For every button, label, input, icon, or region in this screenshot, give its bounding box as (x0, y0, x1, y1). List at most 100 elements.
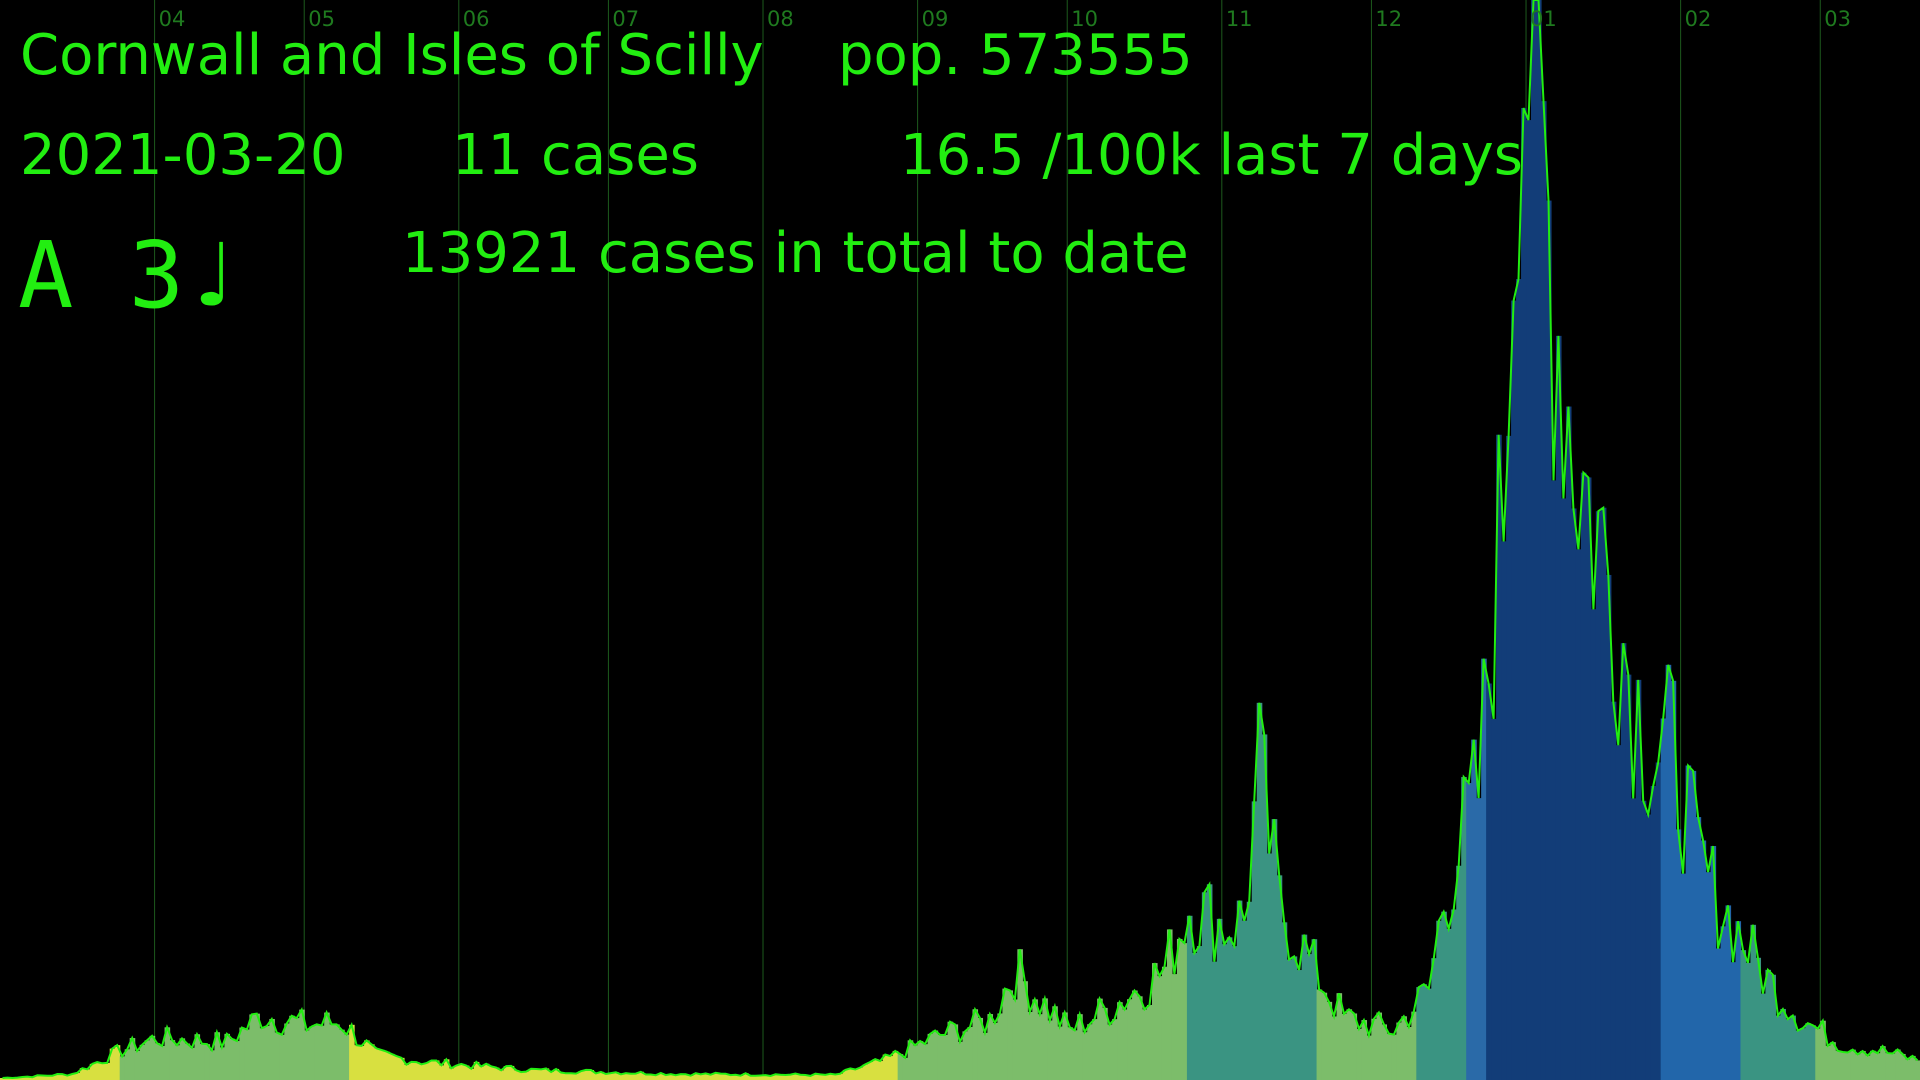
daily-bar (438, 1065, 445, 1080)
daily-bar (713, 1072, 719, 1080)
daily-bar (1381, 1024, 1387, 1080)
daily-bar (508, 1065, 515, 1080)
daily-bar (9, 1077, 16, 1080)
daily-bar (1062, 1012, 1068, 1080)
daily-bar (364, 1040, 370, 1080)
daily-bar (89, 1063, 96, 1080)
daily-bar (463, 1065, 470, 1080)
daily-bar (1700, 840, 1707, 1080)
daily-bar (1296, 970, 1303, 1080)
daily-bar (29, 1077, 36, 1080)
daily-bar (468, 1068, 475, 1080)
daily-bar (319, 1025, 325, 1080)
daily-bar (34, 1075, 41, 1080)
daily-bar (224, 1033, 231, 1080)
daily-bar (289, 1015, 295, 1080)
daily-bar (1097, 998, 1103, 1080)
daily-bar (1521, 107, 1527, 1080)
daily-bar (1890, 1053, 1896, 1080)
daily-bar (768, 1076, 774, 1080)
daily-bar (1640, 800, 1647, 1080)
daily-bar (1506, 435, 1512, 1080)
daily-bar (369, 1044, 375, 1080)
daily-bar (1501, 541, 1507, 1080)
daily-bar (1685, 765, 1692, 1080)
daily-bar (618, 1074, 624, 1080)
daily-bar (1406, 1027, 1412, 1080)
daily-bar (1540, 101, 1547, 1080)
daily-bar (663, 1075, 669, 1080)
daily-bar (1346, 1009, 1353, 1080)
daily-bar (1007, 990, 1013, 1080)
daily-bar (758, 1075, 764, 1080)
daily-bar (1107, 1024, 1113, 1080)
daily-bar (1675, 829, 1682, 1080)
daily-bar (453, 1065, 460, 1080)
daily-bar (1855, 1054, 1861, 1080)
daily-bar (628, 1073, 634, 1080)
daily-bar (1875, 1053, 1881, 1080)
daily-bar (568, 1073, 575, 1080)
daily-bar (1221, 944, 1228, 1080)
daily-bar (1815, 1028, 1821, 1080)
daily-bar (1461, 777, 1467, 1080)
daily-bar (214, 1032, 221, 1080)
daily-bar (1336, 993, 1343, 1080)
daily-bar (1536, 0, 1542, 1080)
daily-bar (259, 1028, 265, 1080)
population: pop. 573555 (838, 23, 1193, 88)
daily-bar (139, 1044, 146, 1080)
daily-bar (349, 1024, 355, 1080)
daily-bar (299, 1009, 305, 1080)
daily-bar (1366, 1035, 1373, 1080)
daily-bar (1516, 279, 1522, 1080)
daily-bar (1132, 990, 1138, 1080)
daily-bar (249, 1014, 255, 1080)
daily-bar (1361, 1020, 1368, 1080)
daily-bar (1760, 993, 1767, 1080)
daily-bar (294, 1018, 300, 1080)
daily-bar (498, 1070, 505, 1080)
daily-bar (428, 1060, 435, 1080)
month-tick-label: 02 (1685, 7, 1712, 31)
daily-bar (613, 1072, 619, 1080)
daily-bar (638, 1071, 644, 1080)
daily-bar (643, 1074, 649, 1080)
daily-bar (822, 1074, 829, 1080)
daily-bar (1301, 934, 1308, 1080)
daily-bar (1915, 1060, 1920, 1080)
daily-bar (1396, 1022, 1402, 1080)
daily-bar (209, 1050, 216, 1080)
daily-bar (184, 1043, 191, 1080)
daily-bar (1790, 1015, 1796, 1080)
daily-bar (1720, 926, 1727, 1080)
daily-bar (1511, 300, 1517, 1080)
daily-bar (1261, 734, 1268, 1080)
daily-bar (1680, 873, 1687, 1080)
daily-bar (418, 1064, 425, 1080)
daily-bar (917, 1041, 924, 1080)
daily-bar (403, 1064, 410, 1080)
daily-bar (528, 1068, 535, 1080)
daily-bar (84, 1069, 91, 1080)
daily-bar (1550, 480, 1557, 1080)
daily-bar (738, 1075, 744, 1080)
daily-bar (1610, 701, 1617, 1080)
daily-bar (763, 1075, 769, 1080)
daily-bar (413, 1062, 420, 1080)
daily-bar (309, 1026, 315, 1080)
daily-bar (748, 1075, 754, 1080)
daily-bar (1555, 335, 1562, 1080)
daily-bar (1266, 853, 1273, 1080)
daily-bar (1870, 1050, 1876, 1080)
daily-bar (688, 1075, 694, 1080)
daily-bar (588, 1069, 595, 1080)
daily-bar (1466, 783, 1472, 1080)
daily-bar (1376, 1012, 1383, 1080)
daily-bar (1281, 922, 1288, 1080)
daily-bar (942, 1034, 949, 1080)
daily-bar (1316, 989, 1323, 1080)
daily-bar (583, 1069, 590, 1080)
daily-bar (817, 1074, 824, 1080)
daily-bar (1311, 939, 1318, 1080)
